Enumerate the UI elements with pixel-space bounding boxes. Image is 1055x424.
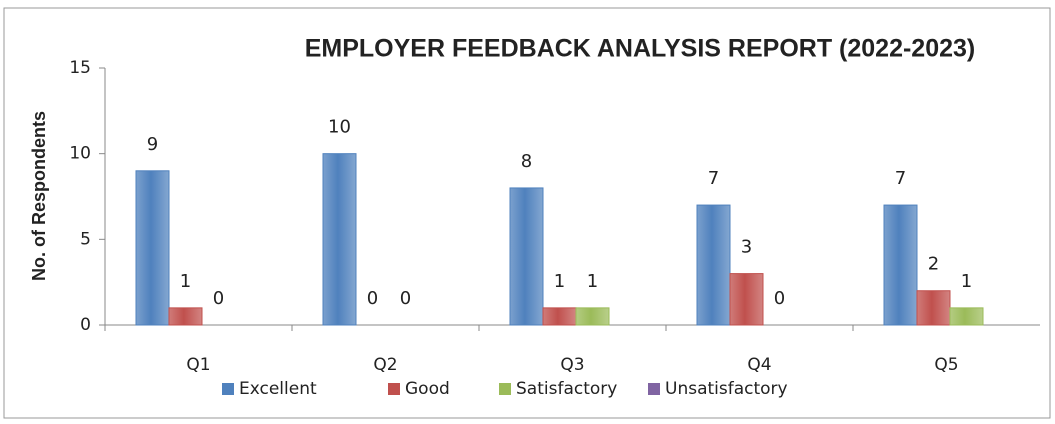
data-label: 8 <box>521 151 532 172</box>
bar <box>322 153 357 326</box>
bar <box>509 187 544 326</box>
x-tick-label: Q2 <box>373 355 397 375</box>
x-tick-label: Q5 <box>934 355 958 375</box>
x-tick-label: Q3 <box>560 355 584 375</box>
data-label: 0 <box>213 288 224 309</box>
legend-swatch <box>648 383 660 395</box>
data-label: 1 <box>180 271 191 292</box>
data-label: 7 <box>708 168 719 189</box>
bar <box>575 307 610 326</box>
bar <box>168 307 203 326</box>
data-label: 10 <box>328 117 351 138</box>
data-label: 1 <box>587 271 598 292</box>
data-label: 1 <box>961 271 972 292</box>
legend-label: Unsatisfactory <box>665 379 788 399</box>
data-label: 1 <box>554 271 565 292</box>
y-axis-label: No. of Respondents <box>29 111 49 281</box>
y-tick-label: 0 <box>80 315 91 335</box>
data-label: 0 <box>774 288 785 309</box>
bar <box>949 307 984 326</box>
bar <box>135 170 170 326</box>
chart-title: EMPLOYER FEEDBACK ANALYSIS REPORT (2022-… <box>305 35 976 63</box>
bar <box>883 204 918 326</box>
y-tick-label: 10 <box>69 144 91 164</box>
legend-swatch <box>222 383 234 395</box>
bar <box>542 307 577 326</box>
legend-label: Good <box>405 379 450 399</box>
bar <box>729 273 764 326</box>
data-label: 3 <box>741 237 752 258</box>
y-tick-label: 15 <box>69 58 91 78</box>
bar <box>696 204 731 326</box>
legend-label: Excellent <box>239 379 317 399</box>
bar <box>916 290 951 326</box>
data-label: 0 <box>367 288 378 309</box>
y-tick-label: 5 <box>80 229 91 249</box>
data-label: 9 <box>147 134 158 155</box>
data-label: 2 <box>928 254 939 275</box>
data-label: 0 <box>400 288 411 309</box>
x-tick-label: Q4 <box>747 355 771 375</box>
legend-swatch <box>499 383 511 395</box>
data-label: 7 <box>895 168 906 189</box>
legend-label: Satisfactory <box>516 379 617 399</box>
x-tick-label: Q1 <box>186 355 210 375</box>
legend-swatch <box>388 383 400 395</box>
